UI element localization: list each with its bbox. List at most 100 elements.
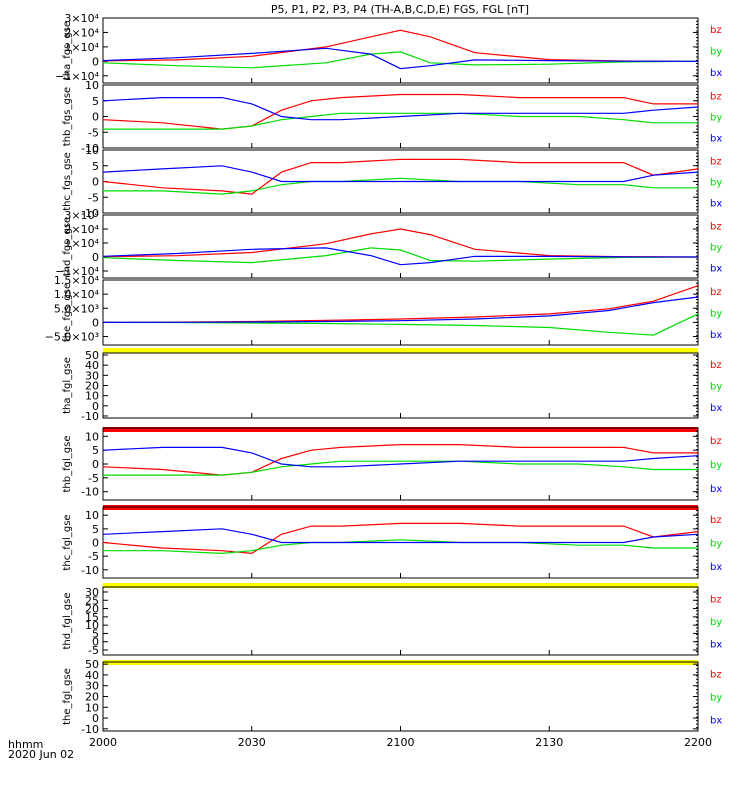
status-bar-the_fgs_gse: [103, 348, 698, 353]
series-thb_fgs_gse-bz: [102, 93, 698, 130]
ytick-label-thb_fgs_gse-2: 0: [92, 111, 99, 124]
ytick-label-the_fgl_gse-0: 50: [85, 658, 99, 671]
series-the_fgs_gse-bx: [102, 296, 699, 323]
series-thc_fgl_gse-by: [103, 539, 698, 555]
legend-thb_fgl_gse-by: by: [710, 460, 722, 471]
legend-thd_fgs_gse-by: by: [710, 243, 722, 254]
ytick-label-thc_fgs_gse-1: 5: [92, 160, 99, 173]
date-label: 2020 Jun 02: [8, 748, 74, 761]
ytick-label-the_fgl_gse-2: 30: [85, 680, 99, 693]
ylabel-thd_fgs_gse: thd_fgs_gse: [62, 217, 73, 276]
status-bar-thb_fgl_gse: [103, 427, 698, 432]
ytick-label-tha_fgl_gse-5: 0: [92, 400, 99, 413]
ytick-label-thb_fgl_gse-1: 5: [92, 444, 99, 457]
ytick-label-thb_fgl_gse-2: 0: [92, 458, 99, 471]
legend-thb_fgs_gse-by: by: [710, 113, 722, 124]
legend-the_fgl_gse-bz: bz: [710, 670, 722, 681]
ytick-label-tha_fgl_gse-1: 40: [85, 359, 99, 372]
legend-thc_fgl_gse-bz: bz: [710, 515, 722, 526]
legend-tha_fgs_gse-bx: bx: [710, 68, 722, 79]
series-thb_fgl_gse-by: [103, 460, 698, 476]
ylabel-thc_fgs_gse: thc_fgs_gse: [62, 152, 73, 211]
ytick-label-thd_fgs_gse-1: 2×10⁴: [64, 223, 99, 236]
ytick-label-tha_fgl_gse-0: 50: [85, 349, 99, 362]
panel-frame-tha_fgs_gse: [102, 17, 699, 84]
ytick-label-thb_fgs_gse-3: -5: [88, 126, 99, 139]
ytick-label-thd_fgl_gse-1: 25: [85, 594, 99, 607]
ytick-label-thd_fgs_gse-4: −1×10⁴: [55, 265, 99, 278]
series-thd_fgs_gse-bx: [102, 247, 699, 266]
series-thc_fgs_gse-bx: [102, 165, 699, 183]
series-thc_fgl_gse-bz: [102, 522, 699, 555]
ytick-label-thd_fgl_gse-5: 5: [92, 627, 99, 640]
ytick-label-thc_fgs_gse-0: 10: [85, 144, 99, 157]
series-thc_fgl_gse-bx: [102, 528, 699, 544]
series-tha_fgs_gse-by: [102, 51, 699, 69]
ytick-label-thb_fgl_gse-3: -5: [88, 472, 99, 485]
series-thb_fgl_gse-bz: [102, 444, 698, 476]
series-thb_fgs_gse-by: [103, 112, 698, 130]
legend-thd_fgs_gse-bx: bx: [710, 264, 722, 275]
ytick-label-thc_fgl_gse-1: 5: [92, 523, 99, 536]
xtick-label-0: 2000: [89, 736, 117, 749]
legend-thc_fgl_gse-by: by: [710, 539, 722, 550]
xtick-label-1: 2030: [238, 736, 266, 749]
ytick-label-thb_fgs_gse-1: 5: [92, 95, 99, 108]
ytick-label-tha_fgs_gse-0: 3×10⁴: [64, 12, 99, 25]
ytick-label-tha_fgs_gse-2: 1×10⁴: [64, 41, 99, 54]
legend-thd_fgs_gse-bz: bz: [710, 222, 722, 233]
ytick-label-thd_fgl_gse-0: 30: [85, 586, 99, 599]
panel-frame-the_fgl_gse: [102, 661, 699, 732]
ytick-label-tha_fgs_gse-4: −1×10⁴: [55, 70, 99, 83]
ytick-label-thc_fgs_gse-3: -5: [88, 191, 99, 204]
time-axis: 2000 2030 2100 2130 2200: [89, 78, 712, 749]
chart-title: P5, P1, P2, P3, P4 (TH-A,B,C,D,E) FGS, F…: [271, 3, 529, 16]
ytick-label-thd_fgl_gse-6: 0: [92, 636, 99, 649]
ytick-label-thc_fgl_gse-0: 10: [85, 509, 99, 522]
legend-the_fgl_gse-bx: bx: [710, 716, 722, 727]
ytick-label-thd_fgs_gse-0: 3×10⁴: [64, 209, 99, 222]
legend-tha_fgs_gse-bz: bz: [710, 25, 722, 36]
ylabel-tha_fgl_gse: tha_fgl_gse: [62, 357, 73, 414]
series-tha_fgs_gse-bx: [102, 47, 699, 70]
legend-thc_fgs_gse-by: by: [710, 178, 722, 189]
ytick-label-thc_fgl_gse-2: 0: [92, 537, 99, 550]
legend-thd_fgl_gse-bz: bz: [710, 594, 722, 605]
series-thd_fgs_gse-by: [102, 247, 699, 264]
ylabel-the_fgs_gse: the_fgs_gse: [62, 283, 73, 342]
legend-thb_fgs_gse-bz: bz: [710, 92, 722, 103]
ytick-label-the_fgl_gse-6: -10: [81, 723, 99, 736]
legend-tha_fgs_gse-by: by: [710, 47, 722, 58]
ytick-label-thb_fgl_gse-4: -10: [81, 486, 99, 499]
ylabel-thb_fgl_gse: thb_fgl_gse: [62, 436, 73, 493]
ytick-label-thc_fgl_gse-4: -10: [81, 564, 99, 577]
legend-thd_fgl_gse-by: by: [710, 617, 722, 628]
xtick-label-4: 2200: [684, 736, 712, 749]
ytick-label-the_fgl_gse-3: 20: [85, 691, 99, 704]
panel-frame-tha_fgl_gse: [102, 352, 699, 419]
ytick-label-tha_fgl_gse-3: 20: [85, 380, 99, 393]
ytick-label-the_fgs_gse-3: 0: [92, 316, 99, 329]
panel-frame-the_fgs_gse: [102, 279, 699, 346]
ytick-label-thb_fgl_gse-0: 10: [85, 430, 99, 443]
status-bar-thd_fgl_gse: [103, 583, 698, 588]
legend-tha_fgl_gse-bz: bz: [710, 360, 722, 371]
time-axis-unit-label: hhmm: [8, 738, 43, 751]
ytick-label-the_fgl_gse-4: 10: [85, 701, 99, 714]
panel-frame-thd_fgl_gse: [102, 586, 699, 656]
ytick-label-thc_fgl_gse-3: -5: [88, 550, 99, 563]
ytick-label-the_fgs_gse-0: 1.5×10⁴: [54, 274, 100, 287]
ytick-label-the_fgs_gse-1: 1.0×10⁴: [54, 288, 100, 301]
ytick-label-tha_fgl_gse-4: 10: [85, 390, 99, 403]
legend-thc_fgl_gse-bx: bx: [710, 562, 722, 573]
ylabel-tha_fgs_gse: tha_fgs_gse: [62, 21, 73, 80]
series-thc_fgs_gse-by: [103, 177, 698, 195]
legend-thb_fgl_gse-bz: bz: [710, 436, 722, 447]
xtick-label-3: 2130: [535, 736, 563, 749]
ylabel-thb_fgs_gse: thb_fgs_gse: [62, 87, 73, 146]
ylabel-thc_fgl_gse: thc_fgl_gse: [62, 514, 73, 570]
legend-the_fgs_gse-by: by: [710, 309, 722, 320]
legend-the_fgs_gse-bz: bz: [710, 287, 722, 298]
